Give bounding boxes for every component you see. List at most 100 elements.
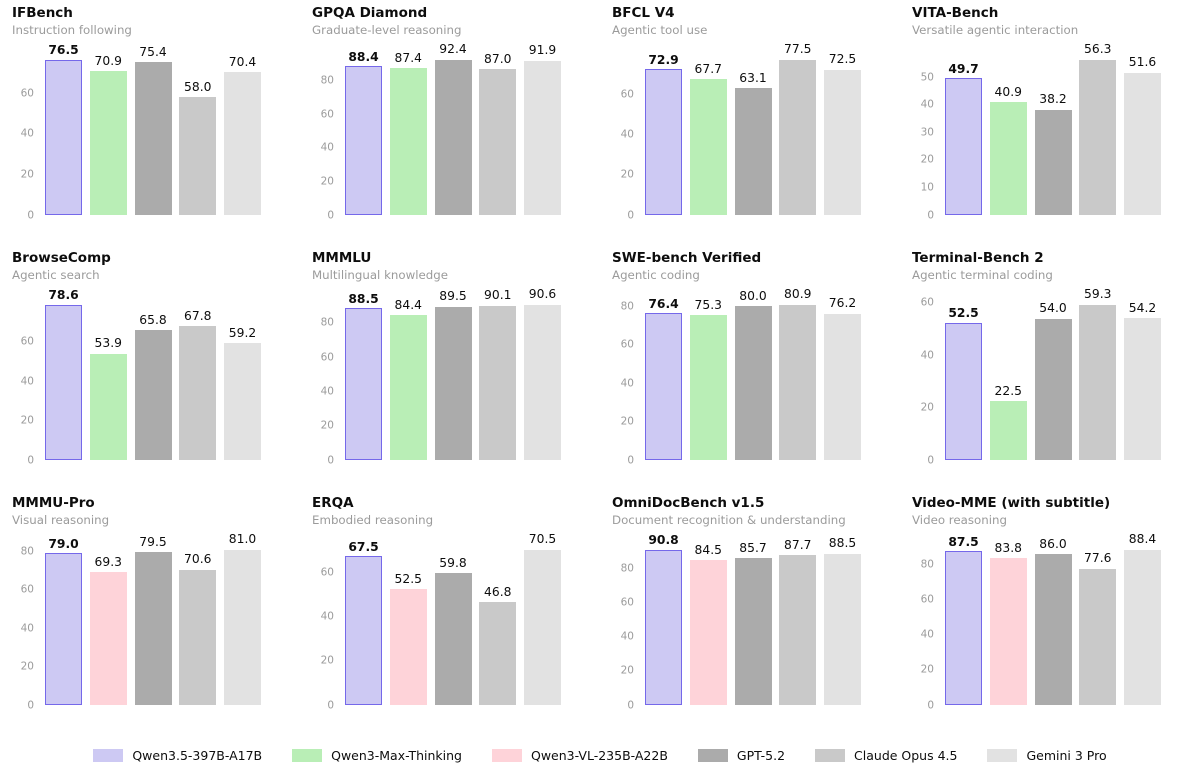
bar-value-label: 83.8 [994,540,1022,555]
y-tick-label: 60 [20,583,34,596]
legend-item-claude-opus-4-5: Claude Opus 4.5 [815,748,957,763]
bar-qwen3-5-397b-a17b: 49.7 [945,62,982,215]
chart-title: SWE-bench Verified [612,250,762,266]
y-tick-label: 60 [620,338,634,351]
bar-gpt-5-2: 80.0 [734,290,772,460]
bar-value-label: 87.0 [484,51,512,66]
chart-legend: Qwen3.5-397B-A17B Qwen3-Max-Thinking Qwen3… [0,735,1200,776]
plot-area: 0 20 40 60 78.6 53.9 65.8 67.8 59.2 [21,289,264,465]
bar-gpt-5-2: 86.0 [1034,537,1072,705]
bar-value-label: 90.6 [528,287,557,302]
bars-group: 72.9 67.7 63.1 77.5 72.5 [642,43,864,215]
bar-value-label: 70.5 [528,532,557,547]
chart-title: BrowseComp [12,250,111,266]
bar-value-label: 80.9 [784,287,812,302]
bar-value-label: 67.5 [348,539,379,554]
bar-value-label: 52.5 [394,572,422,587]
bars-group: 76.4 75.3 80.0 80.9 76.2 [642,288,864,460]
bar-claude-opus-4-5: 46.8 [479,585,517,705]
bar-gpt-5-2: 38.2 [1034,93,1072,215]
bar-value-label: 88.4 [1128,532,1157,547]
legend-swatch [492,749,522,762]
bar-value-label: 87.7 [784,537,812,552]
chart-subtitle: Embodied reasoning [312,513,434,527]
legend-item-qwen3-vl-235b-a22b: Qwen3-VL-235B-A22B [492,748,668,763]
bar-value-label: 59.3 [1084,287,1112,302]
chart-title: Video-MME (with subtitle) [912,495,1111,511]
bar-qwen3-5-397b-a17b: 90.8 [645,534,682,705]
y-tick-label: 40 [620,376,634,389]
bar-value-label: 40.9 [994,84,1022,99]
chart-ifbench: IFBench Instruction following 0 20 40 60 76.5 7… [0,0,300,245]
bar-gemini-3-pro: 59.2 [224,326,261,460]
bar-qwen3-5-397b-a17b: 88.4 [345,51,382,215]
bar-gemini-3-pro: 72.5 [824,53,861,215]
bar-gpt-5-2: 89.5 [434,290,472,460]
bar-gpt-5-2: 65.8 [134,313,172,460]
bar-gpt-5-2: 54.0 [1034,302,1072,460]
bar-gpt-5-2: 75.4 [134,45,172,215]
bar-qwen3-vl-235b-a22b: 84.5 [689,544,727,705]
chart-video-mme-with-subtitle: Video-MME (with subtitle) Video reasoning… [900,490,1200,735]
plot-area: 0 20 40 60 67.5 52.5 59.8 46.8 70.5 [321,533,564,710]
plot-area: 0 20 40 60 80 88.4 87.4 92.4 87.0 91.9 [321,43,564,220]
bar-value-label: 70.6 [184,552,212,567]
legend-item-qwen3-max-thinking: Qwen3-Max-Thinking [292,748,462,763]
bar-qwen3-max-thinking: 70.9 [89,54,127,215]
bar-claude-opus-4-5: 77.5 [779,43,817,215]
bar-value-label: 72.9 [648,52,679,67]
y-tick-label: 0 [927,698,934,711]
bar-value-label: 22.5 [994,383,1022,398]
legend-swatch [987,749,1018,762]
chart-title: Terminal-Bench 2 [912,250,1044,266]
y-tick-label: 60 [20,86,34,99]
chart-subtitle: Video reasoning [912,513,1007,527]
bar-value-label: 75.3 [694,298,722,313]
bar-gemini-3-pro: 88.4 [1124,533,1161,705]
chart-bfcl-v4: BFCL V4 Agentic tool use 0 20 40 60 72.9 67.7 63… [600,0,900,245]
y-tick-label: 20 [320,654,334,667]
bar-gemini-3-pro: 76.2 [824,297,861,460]
bars-group: 78.6 53.9 65.8 67.8 59.2 [42,289,264,460]
y-tick-label: 0 [627,208,634,221]
chart-subtitle: Instruction following [12,23,132,37]
y-tick-label: 0 [327,453,334,466]
bar-value-label: 86.0 [1039,536,1067,551]
bar-value-label: 54.2 [1128,300,1157,315]
bar-claude-opus-4-5: 90.1 [479,289,517,460]
bar-value-label: 67.7 [694,61,722,76]
plot-area: 0 10 20 30 40 50 49.7 40.9 38.2 56.3 51.6 [921,43,1164,220]
bar-value-label: 65.8 [139,312,167,327]
y-tick-label: 20 [20,168,34,181]
bar-qwen3-5-397b-a17b: 76.4 [645,298,682,460]
legend-item-qwen3-5-397b-a17b: Qwen3.5-397B-A17B [93,748,262,763]
bar-value-label: 51.6 [1128,55,1157,70]
bar-qwen3-max-thinking: 22.5 [989,384,1027,460]
plot-area: 0 20 40 60 72.9 67.7 63.1 77.5 72.5 [621,43,864,220]
chart-subtitle: Agentic terminal coding [912,268,1053,282]
y-tick-label: 20 [920,663,934,676]
chart-title: BFCL V4 [612,5,675,21]
legend-label: Gemini 3 Pro [1026,748,1107,763]
bar-value-label: 72.5 [828,52,857,67]
bar-gpt-5-2: 59.8 [434,557,472,705]
bar-claude-opus-4-5: 67.8 [179,309,217,460]
y-tick-label: 10 [920,181,934,194]
bar-qwen3-vl-235b-a22b: 69.3 [89,555,127,705]
bar-gemini-3-pro: 88.5 [824,537,861,705]
y-tick-label: 20 [620,415,634,428]
chart-title: IFBench [12,5,73,21]
y-tick-label: 40 [320,141,334,154]
bar-gemini-3-pro: 51.6 [1124,56,1161,215]
bar-value-label: 63.1 [739,71,767,86]
chart-title: OmniDocBench v1.5 [612,495,765,511]
bar-gpt-5-2: 79.5 [134,536,172,705]
bar-value-label: 77.6 [1084,551,1112,566]
chart-terminal-bench-2: Terminal-Bench 2 Agentic terminal coding 0… [900,245,1200,490]
y-tick-label: 40 [320,610,334,623]
y-tick-label: 20 [620,664,634,677]
bar-value-label: 91.9 [528,43,557,58]
bar-claude-opus-4-5: 87.0 [479,52,517,215]
y-tick-label: 60 [620,88,634,101]
y-tick-label: 60 [920,593,934,606]
